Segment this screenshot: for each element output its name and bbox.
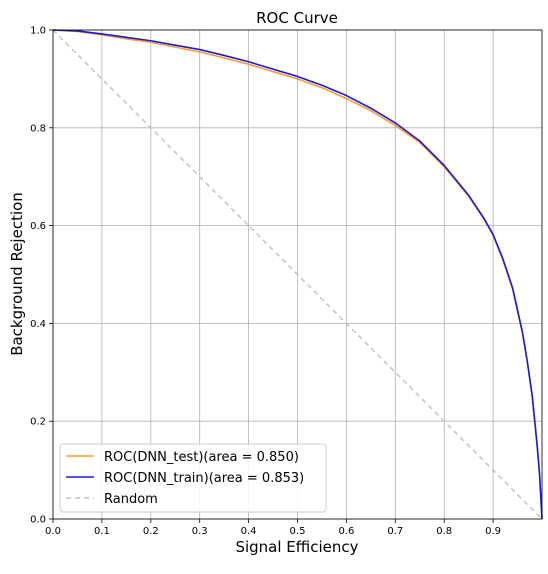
x-tick-label: 0.4 (241, 526, 257, 537)
x-tick-label: 0.0 (45, 526, 61, 537)
y-axis: 0.0 0.2 0.4 0.6 0.8 1.0 (30, 26, 53, 526)
x-tick-label: 0.6 (338, 526, 354, 537)
x-tick-label: 0.3 (192, 526, 208, 537)
legend-label-random: Random (104, 492, 158, 507)
legend-box (59, 443, 327, 513)
x-tick-label: 0.5 (290, 526, 306, 537)
x-tick-label: 0.1 (94, 526, 110, 537)
x-axis: 0.0 0.1 0.2 0.3 0.4 0.5 0.6 0.7 0.8 0.9 (45, 519, 501, 537)
legend: ROC(DNN_test)(area = 0.850) ROC(DNN_trai… (59, 443, 327, 513)
x-tick-label: 0.9 (485, 526, 501, 537)
y-tick-label: 1.0 (30, 26, 46, 37)
legend-label-dnn-test: ROC(DNN_test)(area = 0.850) (104, 450, 299, 465)
y-tick-label: 0.0 (30, 515, 46, 526)
y-tick-label: 0.6 (30, 221, 46, 232)
series-layer (52, 29, 543, 520)
series-line-2 (52, 29, 543, 520)
legend-label-dnn-train: ROC(DNN_train)(area = 0.853) (104, 471, 304, 486)
y-tick-label: 0.4 (30, 319, 46, 330)
series-line-1 (52, 29, 543, 520)
chart-title: ROC Curve (256, 9, 338, 27)
x-tick-label: 0.8 (436, 526, 452, 537)
y-tick-label: 0.2 (30, 417, 46, 428)
y-axis-title: Background Rejection (8, 192, 26, 356)
x-axis-title: Signal Efficiency (235, 538, 358, 556)
y-tick-label: 0.8 (30, 123, 46, 134)
x-tick-label: 0.2 (143, 526, 159, 537)
x-tick-label: 0.7 (387, 526, 403, 537)
